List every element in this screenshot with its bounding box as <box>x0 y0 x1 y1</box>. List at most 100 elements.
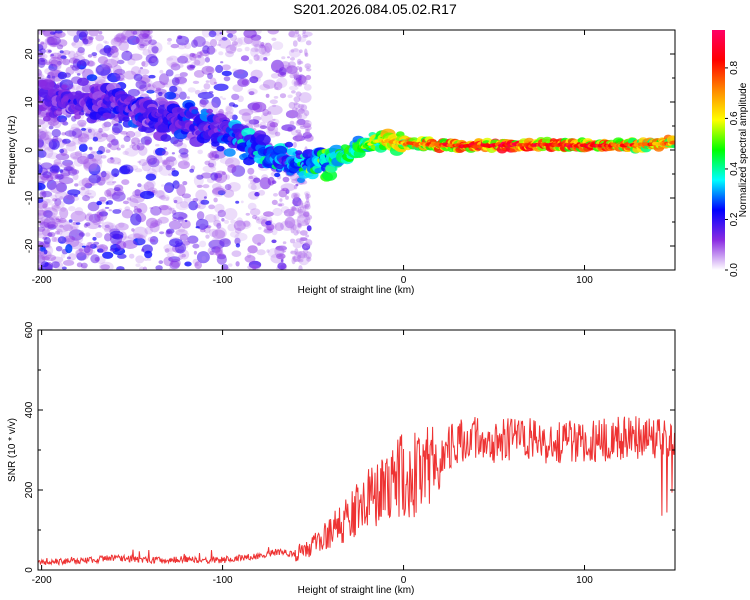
noise-blob <box>174 76 187 85</box>
noise-blob <box>83 247 93 252</box>
noise-blob <box>111 191 126 202</box>
noise-blob <box>216 222 222 229</box>
noise-blob <box>106 222 116 230</box>
noise-blob <box>164 248 170 253</box>
noise-blob <box>296 229 301 234</box>
noise-blob <box>98 224 102 228</box>
noise-blob <box>211 229 226 239</box>
noise-blob <box>115 32 126 43</box>
noise-blob <box>131 141 136 147</box>
noise-blob <box>60 207 66 212</box>
noise-blob <box>60 168 71 177</box>
noise-blob <box>109 230 124 239</box>
noise-blob <box>104 206 110 209</box>
noise-blob <box>253 177 261 183</box>
noise-blob <box>272 62 280 70</box>
noise-blob <box>232 84 243 92</box>
ridge-blob <box>321 169 338 181</box>
noise-blob <box>279 61 291 70</box>
noise-blob <box>150 239 155 242</box>
noise-blob <box>61 132 66 136</box>
noise-blob <box>231 41 238 46</box>
noise-blob <box>196 174 204 180</box>
noise-blob <box>256 54 265 62</box>
noise-blob <box>119 165 131 175</box>
noise-blob <box>92 154 103 166</box>
noise-blob <box>130 30 141 35</box>
noise-blob <box>295 120 301 126</box>
noise-blob <box>96 66 103 72</box>
noise-blob <box>40 216 49 225</box>
noise-blob <box>121 179 130 186</box>
noise-blob <box>146 154 154 163</box>
noise-blob <box>280 259 284 263</box>
noise-blob <box>296 36 307 43</box>
noise-blob <box>172 180 180 189</box>
noise-blob <box>249 208 261 216</box>
noise-blob <box>278 203 283 207</box>
noise-blob <box>168 267 174 270</box>
noise-blob <box>289 120 295 126</box>
noise-blob <box>193 59 201 66</box>
noise-blob <box>82 195 90 202</box>
noise-blob <box>291 201 298 205</box>
noise-blob <box>180 219 191 229</box>
noise-blob <box>213 197 218 203</box>
noise-blob <box>135 263 141 268</box>
noise-blob <box>275 69 280 74</box>
noise-blob <box>298 92 312 103</box>
noise-blob <box>204 160 211 166</box>
noise-blob <box>199 98 209 105</box>
noise-blob <box>85 222 91 227</box>
noise-blob <box>292 224 297 231</box>
noise-blob <box>300 104 308 111</box>
noise-blob <box>54 204 59 208</box>
noise-blob <box>135 255 145 264</box>
noise-blob <box>134 131 142 138</box>
noise-blob <box>271 228 278 236</box>
noise-blob <box>70 123 80 131</box>
noise-blob <box>143 30 153 35</box>
noise-blob <box>271 199 278 205</box>
noise-blob <box>49 31 56 35</box>
noise-blob <box>51 75 56 79</box>
noise-blob <box>106 181 115 186</box>
noise-blob <box>213 81 218 85</box>
noise-blob <box>168 256 181 263</box>
noise-blob <box>49 52 62 59</box>
noise-blob <box>219 238 231 248</box>
noise-blob <box>132 38 140 44</box>
noise-blob <box>136 208 142 213</box>
noise-blob <box>291 192 298 200</box>
noise-blob <box>213 170 228 184</box>
noise-blob <box>38 209 43 213</box>
noise-blob <box>225 44 237 54</box>
noise-blob <box>116 34 126 39</box>
noise-blob <box>38 129 44 134</box>
noise-blob <box>224 184 232 190</box>
noise-blob <box>62 224 74 232</box>
noise-blob <box>147 83 151 88</box>
noise-blob <box>87 54 93 58</box>
noise-blob <box>229 34 237 42</box>
noise-blob <box>229 43 237 52</box>
noise-blob <box>38 249 41 252</box>
noise-blob <box>113 187 121 192</box>
noise-blob <box>141 60 149 68</box>
noise-blob <box>55 217 59 220</box>
noise-blob <box>47 232 53 237</box>
noise-blob <box>201 256 206 261</box>
noise-blob <box>159 69 164 74</box>
noise-blob <box>148 74 156 79</box>
noise-blob <box>75 130 89 139</box>
noise-blob <box>131 137 140 145</box>
noise-blob <box>276 253 286 260</box>
noise-blob <box>170 136 179 145</box>
noise-blob <box>50 38 59 44</box>
noise-blob <box>79 59 90 67</box>
noise-blob <box>68 241 84 250</box>
noise-blob <box>117 77 126 82</box>
noise-blob <box>59 207 69 219</box>
noise-blob <box>140 184 150 193</box>
noise-blob <box>135 33 152 47</box>
